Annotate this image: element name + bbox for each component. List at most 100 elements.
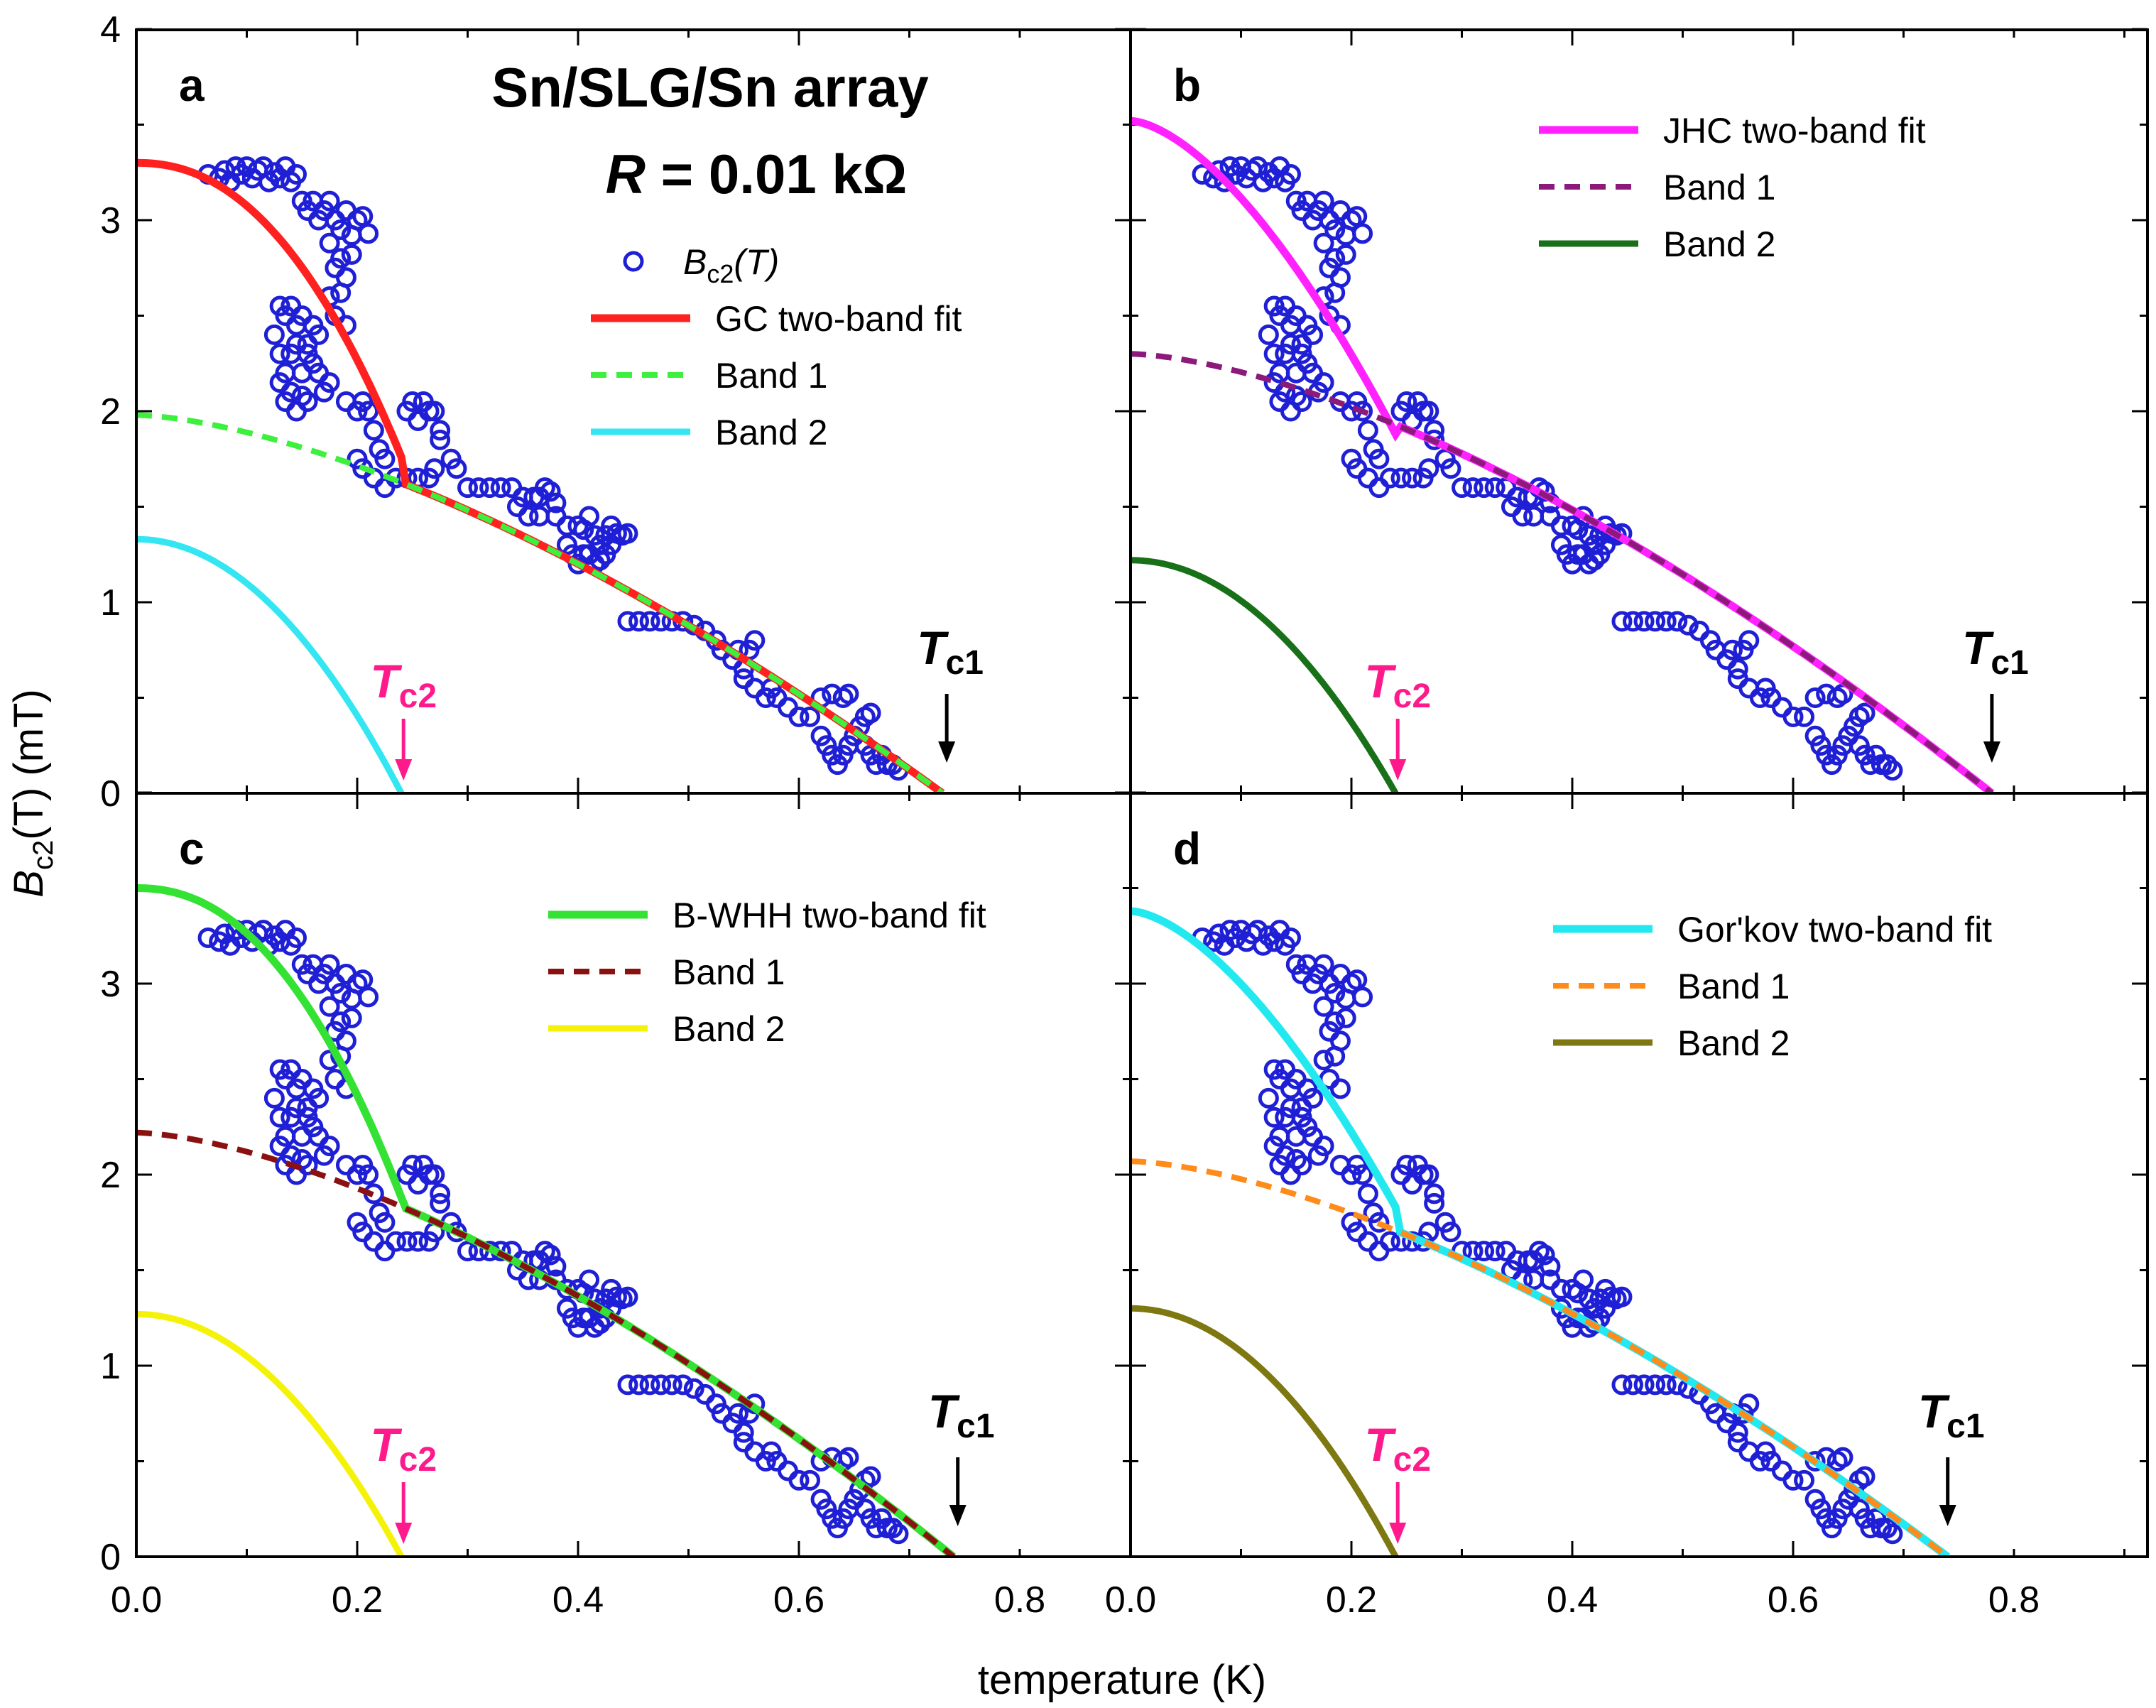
legend-data-marker — [623, 251, 644, 272]
legend: Gor'kov two-band fit Band 1 Band 2 — [1553, 910, 1992, 1063]
data-point — [319, 190, 340, 212]
data-point — [617, 1286, 638, 1307]
data-point — [1611, 1374, 1633, 1396]
data-point — [860, 702, 881, 724]
data-point — [1738, 1393, 1760, 1415]
data-point — [1611, 611, 1633, 632]
x-tick-label: 0.6 — [1768, 1579, 1819, 1621]
data-point — [1396, 1155, 1417, 1176]
data-point — [733, 1422, 754, 1443]
data-point — [1258, 324, 1279, 345]
panel-b: b JHC two-band fit Band 1 Band 2 Tc2 Tc1 — [1129, 28, 2147, 795]
y-axis-label: Bc2(T) (mT) — [6, 689, 59, 897]
data-point — [1285, 385, 1307, 406]
data-point — [1357, 1183, 1378, 1204]
data-point — [1368, 1212, 1390, 1233]
data-point — [838, 1447, 859, 1468]
x-tick-label: 0.2 — [332, 1579, 383, 1621]
data-point — [788, 706, 810, 727]
y-tick-label: 0 — [100, 1537, 121, 1578]
data-point — [1534, 1244, 1555, 1266]
data-point — [341, 1007, 362, 1028]
data-point — [385, 1231, 406, 1252]
data-point — [1390, 467, 1412, 489]
legend-label: Band 2 — [673, 1009, 785, 1049]
data-point — [319, 372, 340, 393]
data-point — [788, 1469, 810, 1491]
data-point — [1738, 630, 1760, 651]
data-point — [601, 534, 622, 555]
tc1-arrow-head — [949, 1505, 967, 1526]
data-point — [1611, 1286, 1633, 1307]
data-point — [341, 244, 362, 265]
data-point — [1335, 244, 1356, 265]
data-point — [1573, 506, 1594, 527]
legend-label: GC two-band fit — [715, 299, 962, 339]
data-point — [374, 448, 396, 469]
band2-curve — [1131, 557, 1399, 793]
data-point — [1352, 986, 1373, 1008]
y-tick-label: 4 — [100, 9, 121, 50]
data-point — [661, 1374, 682, 1396]
data-point — [1418, 458, 1439, 479]
legend: Bc2(T) GC two-band fit Band 1 Band 2 — [591, 242, 962, 452]
x-tick-label: 0.4 — [552, 1579, 604, 1621]
data-point — [1876, 754, 1898, 776]
data-point — [1418, 1164, 1439, 1185]
x-tick-label: 0.0 — [111, 1579, 162, 1621]
data-point — [330, 1011, 352, 1033]
data-point — [1418, 401, 1439, 422]
data-point — [1302, 1087, 1324, 1109]
data-point — [1329, 1078, 1351, 1099]
tc2-label: Tc2 — [1364, 655, 1431, 715]
data-point — [263, 1087, 285, 1109]
data-point — [1882, 1523, 1903, 1545]
band1-curve — [1131, 351, 1994, 793]
data-point — [1655, 611, 1677, 632]
data-point — [1396, 391, 1417, 413]
data-point — [363, 420, 384, 441]
data-point — [1440, 458, 1461, 479]
data-point — [545, 1256, 567, 1277]
data-point — [1313, 1136, 1334, 1157]
data-point — [860, 1466, 881, 1487]
data-point — [639, 1374, 660, 1396]
data-point — [1424, 1183, 1445, 1204]
data-point — [1379, 1231, 1400, 1252]
data-point — [1727, 658, 1748, 680]
data-point — [408, 1231, 429, 1252]
data-point — [424, 1164, 445, 1185]
data-point — [628, 1374, 650, 1396]
data-point — [1633, 1374, 1655, 1396]
y-tick-label: 3 — [100, 200, 121, 241]
data-point — [285, 927, 307, 948]
data-point — [1352, 223, 1373, 244]
data-point — [479, 477, 501, 499]
data-point — [545, 492, 567, 513]
data-point — [358, 223, 379, 244]
legend: JHC two-band fit Band 1 Band 2 — [1539, 111, 1926, 264]
data-point — [1794, 1469, 1815, 1491]
data-point — [1595, 534, 1616, 555]
title-r-value: = 0.01 kΩ — [646, 143, 907, 205]
data-point — [1462, 477, 1483, 499]
data-point — [1584, 550, 1605, 571]
data-point — [330, 982, 352, 1003]
data-point — [263, 925, 285, 947]
data-point — [1573, 1269, 1594, 1290]
data-point — [457, 1241, 478, 1262]
data-point — [308, 1087, 330, 1109]
data-point — [285, 163, 307, 185]
data-point — [1623, 611, 1644, 632]
panel-label: c — [179, 823, 205, 874]
band2-curve — [136, 535, 405, 793]
data-point — [727, 1403, 748, 1424]
tc1-arrow-head — [938, 741, 956, 763]
fit-curve — [136, 884, 957, 1557]
data-point — [800, 1469, 821, 1491]
data-point — [1313, 232, 1334, 254]
data-point — [1324, 982, 1346, 1003]
panel-label: a — [179, 60, 205, 111]
data-point — [1352, 401, 1373, 422]
y-tick-label: 1 — [100, 1346, 121, 1387]
